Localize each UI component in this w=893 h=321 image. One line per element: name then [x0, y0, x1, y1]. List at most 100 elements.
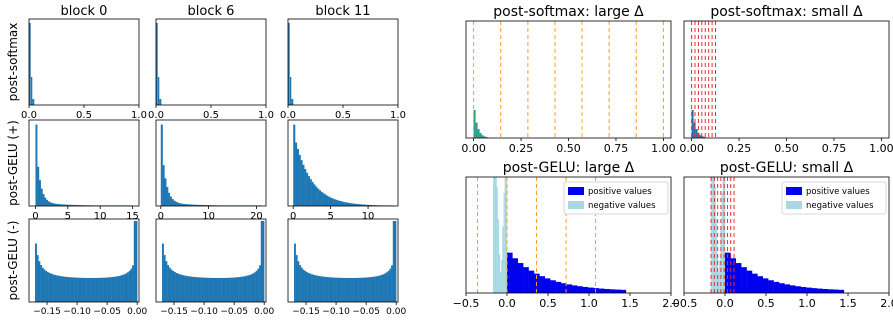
gelu-large-neg-bar: [503, 192, 505, 293]
grid-r2c2-bar: [384, 273, 387, 302]
gelu-large-legend: [563, 181, 669, 215]
grid-r1c1-bar: [162, 165, 165, 206]
grid-r2c2-bar: [387, 270, 390, 302]
grid-r2c2-bar: [363, 277, 366, 302]
grid-r2c0-bar: [65, 276, 68, 302]
grid-r1c0-bar: [53, 203, 56, 206]
grid-r2c2-bar: [343, 277, 346, 302]
grid-r1c2-bar: [344, 202, 347, 206]
grid-r1c1-xtick-label: 0: [158, 211, 164, 222]
grid-r1c1-bar: [210, 205, 213, 206]
grid-r2c2-bar: [346, 277, 349, 302]
grid-r2c1-bar: [209, 277, 212, 302]
softmax-large-bar: [481, 135, 484, 138]
grid-r2c0-xtick-label: −0.15: [33, 307, 61, 317]
gelu-small-pos-bar: [741, 267, 747, 293]
grid-r2c1-bars: [162, 221, 265, 302]
grid-r2c2-bar: [339, 277, 342, 302]
grid-r1c2-bar: [357, 204, 360, 206]
softmax-small-bar: [693, 122, 696, 138]
gelu-large-neg-bar: [502, 226, 504, 293]
gelu-small-pos-bar: [752, 273, 758, 293]
grid-r0c0-xtick-label: 1.0: [131, 110, 147, 121]
grid-r1c0-bar: [35, 124, 38, 206]
grid-r2c2-bar: [331, 277, 334, 302]
gelu-small-pos-bar: [827, 289, 834, 293]
grid-r1c1-bar: [191, 204, 194, 206]
grid-r2c2-bar: [319, 276, 322, 302]
grid-r0c1-xtick-label: 0.5: [203, 110, 219, 121]
grid-r2c1-bar: [250, 274, 253, 302]
grid-r1c2-bar: [364, 204, 367, 206]
grid-r2c0-bar: [98, 277, 100, 302]
grid-r1c2-bar: [293, 124, 296, 206]
softmax-large-xtick-label: 1.00: [651, 142, 676, 155]
grid-r2c2-bar: [328, 277, 330, 302]
gelu-small-pos-bar: [762, 278, 769, 293]
grid-r2c0-bar: [57, 275, 60, 302]
grid-r1c0-xtick-label: 0: [32, 211, 38, 222]
grid-r1c0-bar: [83, 205, 86, 206]
grid-r1c1-bar: [177, 202, 180, 206]
gelu-small-xtick-label: 1.0: [798, 297, 816, 310]
gelu-small-neg-bar: [719, 260, 721, 293]
grid-r1c2-axes: [287, 119, 399, 207]
grid-r1c2-xtick-label: 5: [327, 211, 333, 222]
grid-r2c0-bar: [111, 276, 114, 302]
grid-r0c1-axes: [155, 18, 267, 106]
softmax-large-bar: [485, 137, 488, 138]
grid-r1c2-bar: [353, 203, 356, 206]
grid-r2c2-bar: [392, 221, 395, 302]
grid-r2c0-bar: [130, 268, 133, 302]
grid-r2c1-bar: [247, 275, 250, 302]
grid-r2c2-bar: [360, 277, 363, 302]
grid-r1c1-bar: [168, 192, 171, 206]
grid-r2c0-bar: [70, 277, 73, 302]
gelu-large-neg-bar: [493, 177, 495, 293]
grid-r1c2-bar: [374, 205, 377, 206]
grid-r2c2-bar: [380, 274, 383, 302]
softmax-small-bar: [699, 135, 702, 138]
gelu-large-neg-bar: [504, 177, 507, 293]
grid-r2c0-bars: [35, 221, 138, 302]
grid-r0c2-xtick-label: 0.5: [335, 110, 351, 121]
grid-r2c0-bar: [48, 272, 51, 302]
grid-r2c2-bar: [357, 277, 359, 302]
grid-r2c1-bar: [189, 276, 192, 302]
grid-r2c1-bar: [255, 270, 258, 302]
grid-r1c0-bar: [44, 197, 47, 206]
grid-r1c0-bar: [51, 202, 54, 206]
grid-r1c0-bar: [65, 204, 68, 206]
grid-r0c1-xtick-label: 1.0: [258, 110, 274, 121]
grid-r2c1-bar: [230, 277, 233, 302]
grid-r2c0-bar: [113, 276, 116, 302]
grid-r2c1-xtick-label: −0.10: [190, 307, 218, 317]
grid-r2c0-bar: [74, 277, 77, 302]
grid-r2c0-bar: [38, 261, 41, 302]
grid-r2c1-bar: [204, 277, 207, 302]
grid-r2c0-bar: [82, 277, 85, 302]
gelu-large-legend-swatch-negative: [568, 201, 584, 209]
grid-r1c0-bar: [70, 204, 73, 206]
grid-r1c1-bar: [186, 204, 189, 206]
gelu-small-pos-bar: [773, 281, 780, 293]
softmax-large-bar: [477, 129, 480, 138]
softmax-small-xtick-label: 0.25: [727, 142, 752, 155]
gelu-large-pos-bar: [507, 252, 513, 293]
gelu-small-pos-bar: [822, 288, 828, 293]
gelu-small-pos-bar: [725, 252, 731, 293]
grid-r2c1-bar: [236, 277, 239, 302]
grid-r2c0-xtick-label: 0.00: [127, 307, 147, 317]
gelu-large-pos-bar: [528, 270, 535, 293]
gelu-large-pos-bar: [604, 288, 610, 293]
gelu-small-legend: [781, 181, 887, 215]
grid-r1c1-bar: [164, 178, 167, 206]
grid-r2c1-bar: [245, 275, 248, 302]
grid-r1c0-bar: [42, 194, 45, 206]
grid-r2c2-bar: [362, 277, 365, 302]
grid-r2c0-bar: [109, 277, 112, 302]
gelu-small-pos-bar: [816, 288, 823, 293]
grid-r1c2-bar: [322, 193, 325, 206]
grid-r0c0-bars: [29, 23, 35, 105]
gelu-small-neg-bar: [718, 272, 720, 293]
